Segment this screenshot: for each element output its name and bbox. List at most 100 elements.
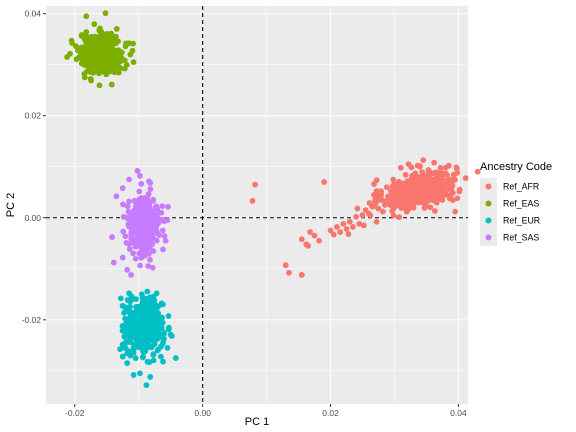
data-point bbox=[115, 49, 122, 56]
data-point bbox=[165, 313, 172, 319]
data-point bbox=[154, 206, 161, 213]
data-point bbox=[150, 336, 157, 343]
data-point bbox=[356, 220, 363, 227]
data-point bbox=[401, 185, 408, 192]
data-point bbox=[367, 212, 374, 219]
data-point bbox=[381, 202, 388, 208]
data-point bbox=[124, 297, 131, 303]
data-point bbox=[298, 236, 305, 243]
data-point bbox=[427, 204, 434, 211]
data-point bbox=[375, 205, 382, 212]
data-point bbox=[448, 190, 455, 196]
data-point bbox=[390, 183, 397, 190]
data-point bbox=[96, 33, 103, 40]
data-point bbox=[249, 198, 256, 204]
data-point bbox=[421, 205, 428, 211]
data-point bbox=[64, 54, 70, 60]
data-point bbox=[316, 237, 322, 244]
data-point bbox=[78, 60, 85, 67]
data-point bbox=[123, 319, 130, 326]
data-point bbox=[143, 331, 150, 338]
data-point bbox=[91, 21, 98, 28]
data-point bbox=[95, 45, 102, 52]
data-point bbox=[286, 269, 292, 276]
data-point bbox=[158, 353, 164, 360]
data-point bbox=[396, 178, 402, 185]
data-point bbox=[397, 191, 404, 198]
data-point bbox=[419, 176, 426, 182]
data-point bbox=[420, 157, 427, 164]
data-point bbox=[124, 203, 131, 210]
data-point bbox=[454, 169, 461, 176]
data-point bbox=[453, 165, 460, 172]
data-point bbox=[166, 324, 172, 331]
data-point bbox=[282, 262, 289, 269]
legend-key-eur bbox=[485, 217, 492, 224]
data-point bbox=[142, 306, 148, 313]
data-point bbox=[126, 198, 132, 205]
data-point bbox=[130, 296, 136, 302]
data-point bbox=[437, 165, 444, 171]
x-tick-label: 0.00 bbox=[194, 408, 211, 418]
data-point bbox=[417, 189, 424, 196]
data-point bbox=[164, 344, 171, 351]
data-point bbox=[130, 239, 137, 246]
data-point bbox=[129, 317, 136, 324]
data-point bbox=[298, 272, 305, 278]
data-point bbox=[145, 299, 152, 306]
data-point bbox=[92, 67, 99, 74]
data-point bbox=[149, 209, 156, 216]
data-point bbox=[137, 211, 143, 218]
data-point bbox=[160, 331, 167, 338]
data-point bbox=[402, 204, 409, 211]
data-point bbox=[93, 61, 99, 68]
data-point bbox=[126, 40, 133, 47]
data-point bbox=[81, 70, 88, 77]
data-point bbox=[350, 224, 356, 230]
data-point bbox=[137, 370, 143, 377]
data-point bbox=[124, 350, 131, 357]
data-point bbox=[414, 162, 421, 169]
data-point bbox=[165, 203, 171, 210]
data-point bbox=[429, 181, 436, 188]
data-point bbox=[388, 198, 395, 205]
data-point bbox=[107, 49, 114, 55]
data-point bbox=[143, 382, 150, 389]
data-point bbox=[158, 209, 165, 216]
data-point bbox=[371, 191, 377, 198]
x-axis-label: PC 1 bbox=[245, 416, 269, 428]
data-point bbox=[155, 331, 161, 337]
data-point bbox=[139, 299, 146, 305]
data-point bbox=[354, 205, 361, 212]
data-point bbox=[108, 30, 115, 37]
data-point bbox=[147, 304, 154, 311]
data-point bbox=[452, 208, 459, 215]
data-point bbox=[161, 233, 168, 240]
y-tick-label: 0.00 bbox=[24, 213, 41, 223]
data-point bbox=[153, 290, 160, 297]
legend-key-sas bbox=[485, 234, 492, 241]
data-point bbox=[96, 82, 103, 89]
data-point bbox=[147, 224, 154, 230]
data-point bbox=[327, 227, 334, 234]
data-point bbox=[92, 39, 99, 46]
series-ref_afr bbox=[249, 157, 481, 278]
data-point bbox=[130, 59, 137, 66]
data-point bbox=[307, 229, 313, 235]
data-point bbox=[159, 340, 166, 347]
data-point bbox=[153, 220, 160, 227]
data-point bbox=[134, 225, 141, 232]
data-point bbox=[140, 245, 147, 252]
data-point bbox=[396, 214, 403, 221]
data-point bbox=[441, 183, 447, 190]
data-point bbox=[373, 218, 380, 225]
data-point bbox=[110, 259, 117, 266]
data-point bbox=[383, 184, 390, 191]
data-point bbox=[117, 295, 124, 302]
data-point bbox=[150, 351, 157, 358]
data-point bbox=[146, 238, 153, 245]
data-point bbox=[162, 237, 169, 244]
data-point bbox=[155, 346, 162, 353]
data-point bbox=[371, 181, 377, 187]
data-point bbox=[462, 175, 469, 182]
